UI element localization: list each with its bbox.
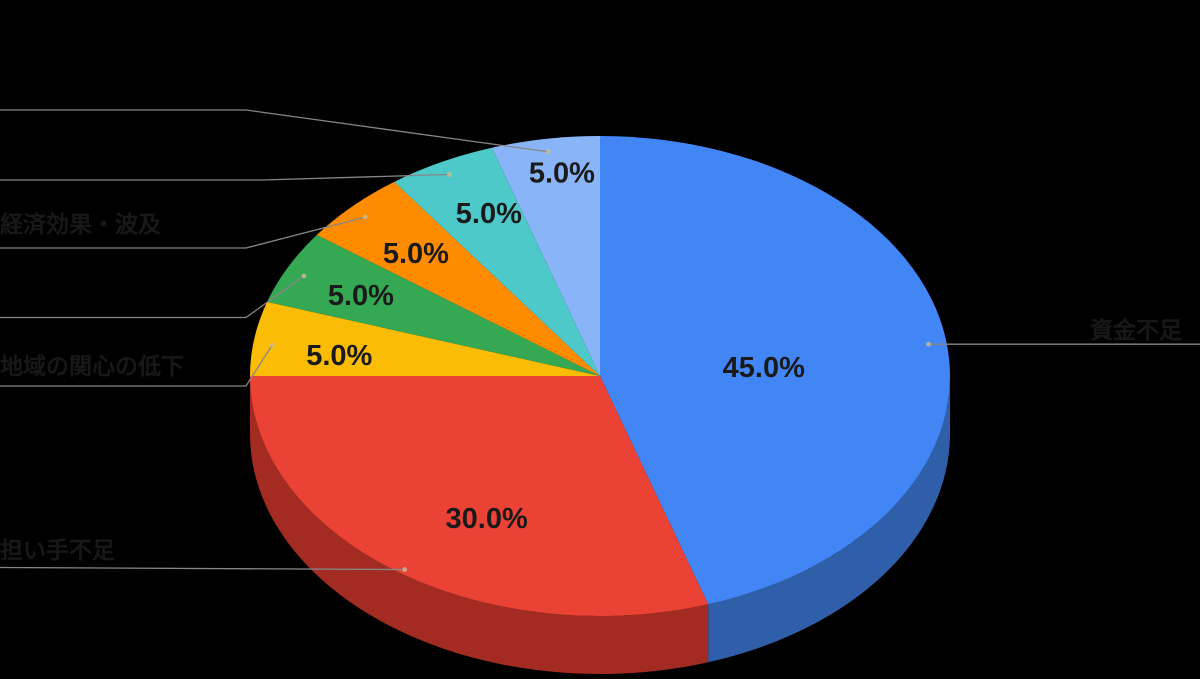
svg-text:5.0%: 5.0% — [328, 280, 394, 312]
svg-text:資金不足: 資金不足 — [1090, 317, 1182, 343]
svg-text:5.0%: 5.0% — [306, 340, 372, 372]
svg-text:担い手不足: 担い手不足 — [0, 537, 115, 563]
svg-text:5.0%: 5.0% — [456, 198, 522, 230]
svg-text:30.0%: 30.0% — [446, 503, 528, 535]
svg-text:経済効果・波及: 経済効果・波及 — [0, 211, 161, 237]
svg-text:45.0%: 45.0% — [723, 352, 805, 384]
svg-text:5.0%: 5.0% — [529, 158, 595, 190]
svg-text:地域の関心の低下: 地域の関心の低下 — [0, 353, 184, 379]
svg-text:5.0%: 5.0% — [383, 238, 449, 270]
